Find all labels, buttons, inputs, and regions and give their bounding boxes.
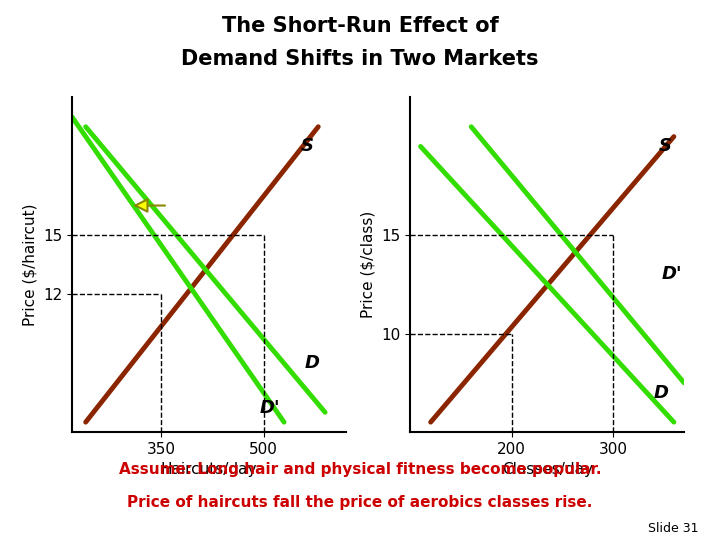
X-axis label: Haircuts/day: Haircuts/day xyxy=(161,462,257,477)
Text: Demand Shifts in Two Markets: Demand Shifts in Two Markets xyxy=(181,49,539,69)
Y-axis label: Price ($/class): Price ($/class) xyxy=(361,211,376,318)
X-axis label: Classes/day: Classes/day xyxy=(502,462,593,477)
Text: D: D xyxy=(305,354,320,372)
Text: S: S xyxy=(659,138,672,156)
Text: D': D' xyxy=(260,400,281,417)
Text: S: S xyxy=(301,138,314,156)
Text: Price of haircuts fall the price of aerobics classes rise.: Price of haircuts fall the price of aero… xyxy=(127,495,593,510)
Text: Slide 31: Slide 31 xyxy=(648,522,698,535)
Y-axis label: Price ($/haircut): Price ($/haircut) xyxy=(22,204,37,326)
Text: D: D xyxy=(654,383,669,402)
Text: Assume: Long hair and physical fitness become popular.: Assume: Long hair and physical fitness b… xyxy=(119,462,601,477)
Text: The Short-Run Effect of: The Short-Run Effect of xyxy=(222,16,498,36)
Text: D': D' xyxy=(662,266,683,284)
